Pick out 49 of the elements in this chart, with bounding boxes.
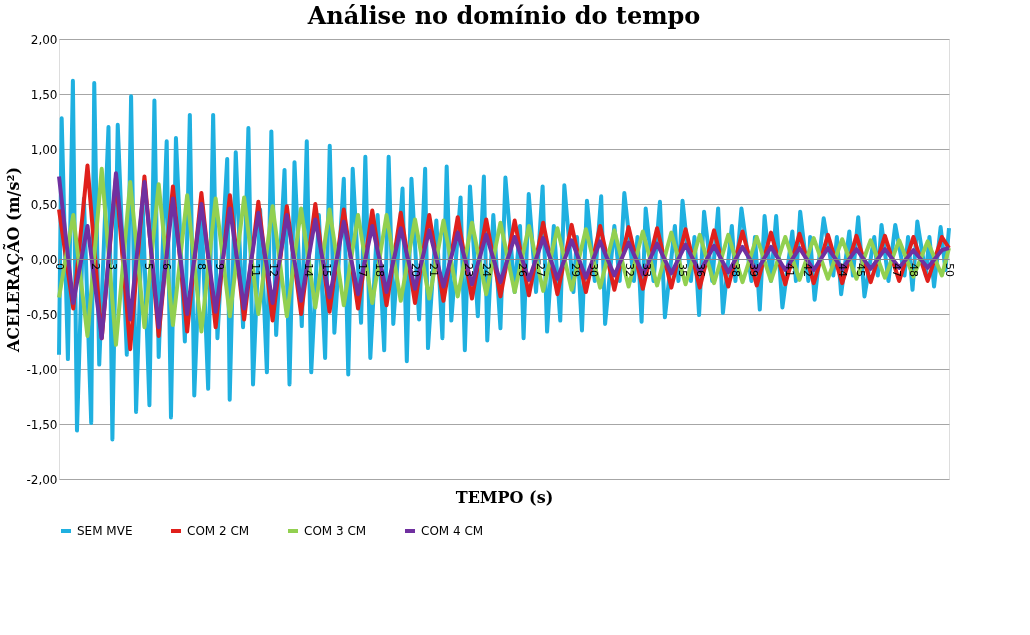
- y-tick-label: 1,00: [30, 142, 58, 157]
- legend-label: COM 4 CM: [421, 524, 484, 538]
- x-tick-label: 15: [320, 263, 333, 277]
- y-tick-label: -1,00: [26, 362, 58, 377]
- x-tick-label: 32: [622, 263, 636, 277]
- legend-label: SEM MVE: [77, 524, 133, 538]
- x-tick-label: 11: [248, 263, 262, 277]
- x-tick-label: 50: [943, 263, 956, 277]
- x-tick-label: 12: [266, 263, 280, 277]
- y-tick-label: 1,50: [30, 87, 58, 102]
- x-tick-label: 47: [889, 263, 903, 277]
- y-tick-label: -1,50: [26, 417, 58, 432]
- x-tick-label: 45: [854, 263, 867, 277]
- x-tick-label: 48: [907, 263, 921, 277]
- x-tick-label: 6: [159, 263, 173, 270]
- x-tick-label: 27: [533, 263, 547, 277]
- x-tick-label: 20: [409, 263, 422, 277]
- x-tick-label: 21: [426, 263, 440, 277]
- y-tick-label: -0,50: [26, 307, 58, 322]
- y-axis-title: ACELERAÇÃO (m/s²): [2, 166, 24, 354]
- chart-title: Análise no domínio do tempo: [306, 1, 701, 30]
- x-tick-label: 0: [53, 263, 66, 270]
- x-tick-label: 33: [640, 263, 654, 277]
- x-tick-label: 29: [569, 263, 583, 277]
- legend-label: COM 2 CM: [187, 524, 250, 538]
- legend-label: COM 3 CM: [304, 524, 367, 538]
- x-axis-title: TEMPO (s): [455, 488, 554, 507]
- x-tick-label: 2: [88, 263, 102, 270]
- x-tick-label: 18: [373, 263, 387, 277]
- x-tick-label: 44: [836, 263, 850, 277]
- x-tick-label: 35: [676, 263, 689, 277]
- x-tick-label: 42: [800, 263, 814, 277]
- x-tick-label: 26: [515, 263, 529, 277]
- y-tick-label: 2,00: [30, 32, 58, 47]
- x-tick-label: 38: [729, 263, 743, 277]
- x-tick-label: 30: [587, 263, 600, 277]
- x-tick-label: 14: [302, 263, 316, 277]
- y-tick-label: 0,50: [30, 197, 58, 212]
- x-tick-label: 41: [782, 263, 796, 277]
- x-tick-label: 36: [693, 263, 707, 277]
- x-tick-label: 9: [213, 263, 227, 270]
- x-tick-label: 5: [142, 263, 155, 270]
- x-tick-label: 23: [462, 263, 476, 277]
- x-tick-label: 8: [195, 263, 209, 270]
- x-tick-label: 3: [106, 263, 120, 270]
- x-tick-label: 39: [747, 263, 761, 277]
- x-tick-label: 17: [355, 263, 369, 277]
- y-tick-label: -2,00: [26, 472, 58, 487]
- x-tick-label: 24: [480, 263, 494, 277]
